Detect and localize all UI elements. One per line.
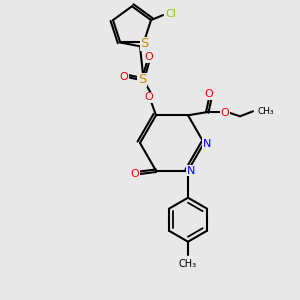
Text: S: S [138, 73, 146, 86]
Text: CH₃: CH₃ [258, 107, 274, 116]
Text: Cl: Cl [166, 9, 176, 19]
Text: O: O [205, 89, 213, 99]
Text: O: O [145, 52, 153, 62]
Text: O: O [120, 72, 128, 82]
Text: N: N [203, 139, 211, 149]
Text: O: O [130, 169, 140, 179]
Text: N: N [187, 166, 195, 176]
Text: S: S [141, 38, 149, 50]
Text: O: O [145, 92, 153, 102]
Text: CH₃: CH₃ [179, 259, 197, 269]
Text: O: O [220, 108, 230, 118]
